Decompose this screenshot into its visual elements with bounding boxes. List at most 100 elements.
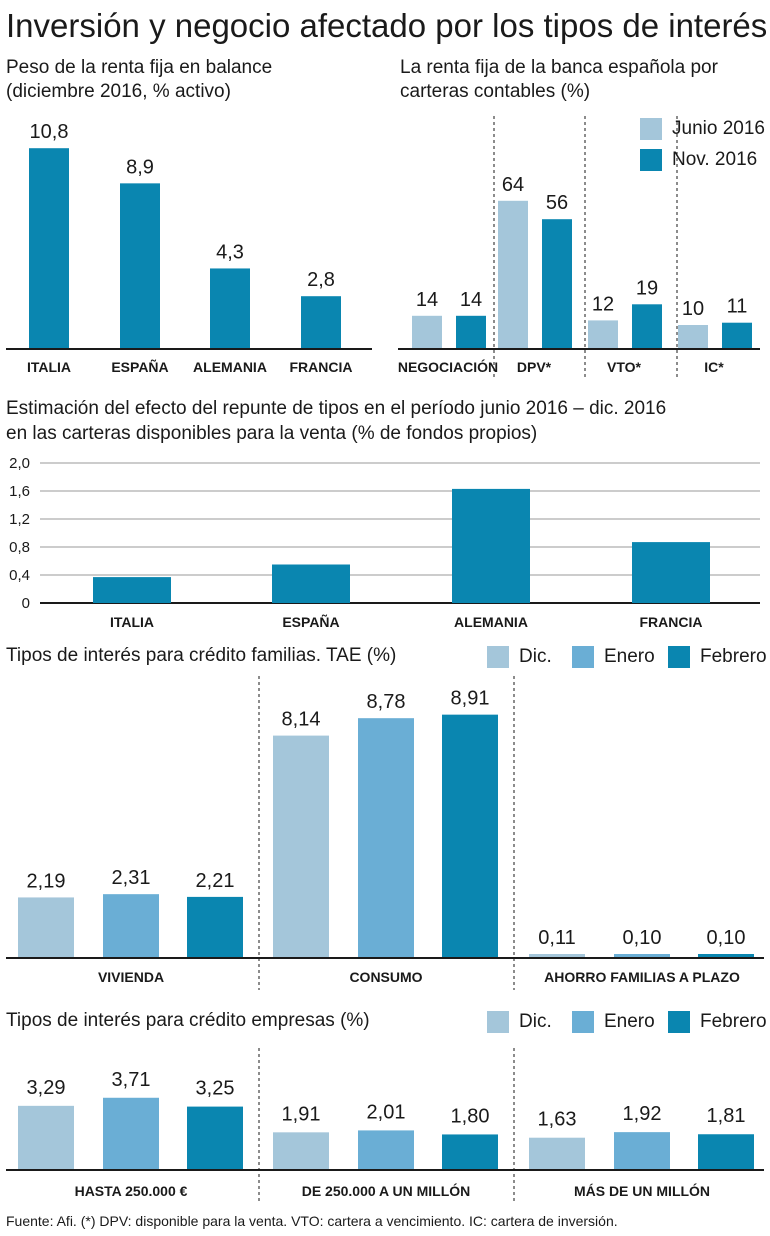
legend-label: Enero bbox=[604, 646, 655, 667]
x-tick-label: ESPAÑA bbox=[111, 358, 168, 375]
x-tick-label: ITALIA bbox=[110, 614, 154, 630]
data-label: 3,29 bbox=[27, 1077, 66, 1099]
data-label: 11 bbox=[727, 296, 748, 318]
legend-swatch-medium bbox=[572, 646, 594, 668]
panel1-title-line1: Peso de la renta fija en balance bbox=[6, 57, 273, 78]
bar bbox=[301, 296, 341, 348]
data-label: 2,31 bbox=[112, 867, 151, 889]
main-title: Inversión y negocio afectado por los tip… bbox=[6, 7, 768, 44]
data-label: 3,25 bbox=[196, 1078, 235, 1100]
bar bbox=[498, 200, 528, 348]
data-label: 10 bbox=[682, 298, 704, 320]
data-label: 1,91 bbox=[282, 1103, 321, 1125]
panel1-title-line2: (diciembre 2016, % activo) bbox=[6, 81, 231, 102]
data-label: 1,63 bbox=[538, 1109, 577, 1131]
legend-swatch-light bbox=[640, 118, 662, 140]
x-tick-label: AHORRO FAMILIAS A PLAZO bbox=[544, 969, 740, 985]
y-tick-label: 2,0 bbox=[9, 455, 30, 472]
bar bbox=[358, 1130, 414, 1169]
legend-item-febrero: Febrero bbox=[668, 645, 767, 669]
data-label: 1,92 bbox=[623, 1103, 662, 1125]
legend-label: Febrero bbox=[700, 646, 767, 667]
data-label: 12 bbox=[592, 293, 614, 315]
bar bbox=[210, 268, 250, 348]
panel4-title: Tipos de interés para crédito familias. … bbox=[6, 645, 397, 666]
legend-swatch-light bbox=[487, 646, 509, 668]
legend-item-dic: Dic. bbox=[487, 1010, 552, 1034]
bar bbox=[614, 1132, 670, 1169]
y-tick-label: 0,8 bbox=[9, 539, 30, 556]
legend-swatch-medium bbox=[572, 1011, 594, 1033]
panel3-title-line2: en las carteras disponibles para la vent… bbox=[6, 423, 538, 444]
bar bbox=[29, 148, 69, 348]
bar bbox=[632, 304, 662, 348]
data-label: 2,01 bbox=[367, 1101, 406, 1123]
panel3-title-line1: Estimación del efecto del repunte de tip… bbox=[6, 398, 667, 419]
x-tick-label: ESPAÑA bbox=[282, 613, 339, 630]
legend-swatch-dark bbox=[668, 1011, 690, 1033]
legend-swatch-light bbox=[487, 1011, 509, 1033]
legend-label: Nov. 2016 bbox=[672, 149, 758, 170]
data-label: 8,14 bbox=[282, 709, 321, 731]
bar bbox=[722, 322, 752, 348]
y-tick-label: 1,6 bbox=[9, 483, 30, 500]
legend-item-febrero: Febrero bbox=[668, 1010, 767, 1034]
legend-label: Febrero bbox=[700, 1011, 767, 1032]
bar bbox=[93, 577, 171, 603]
bar bbox=[456, 315, 486, 348]
bar bbox=[698, 954, 754, 957]
legend-label: Dic. bbox=[519, 646, 552, 667]
y-tick-label: 0 bbox=[22, 595, 30, 612]
bar bbox=[614, 954, 670, 957]
bar bbox=[542, 219, 572, 348]
data-label: 14 bbox=[460, 289, 482, 311]
bar bbox=[529, 954, 585, 957]
x-tick-label: NEGOCIACIÓN bbox=[398, 358, 498, 375]
data-label: 10,8 bbox=[30, 121, 69, 143]
panel5-title: Tipos de interés para crédito empresas (… bbox=[6, 1010, 370, 1031]
bar bbox=[529, 1137, 585, 1169]
data-label: 8,91 bbox=[451, 688, 490, 710]
x-tick-label: CONSUMO bbox=[349, 969, 422, 985]
x-tick-label: HASTA 250.000 € bbox=[75, 1183, 188, 1199]
x-tick-label: FRANCIA bbox=[290, 359, 353, 375]
legend-swatch-dark bbox=[668, 646, 690, 668]
legend-item-enero: Enero bbox=[572, 1010, 655, 1034]
bar bbox=[452, 488, 530, 603]
bar bbox=[678, 325, 708, 348]
data-label: 14 bbox=[416, 289, 438, 311]
bar bbox=[632, 542, 710, 603]
data-label: 1,81 bbox=[707, 1105, 746, 1127]
legend-label: Enero bbox=[604, 1011, 655, 1032]
data-label: 8,9 bbox=[126, 156, 154, 178]
x-tick-label: IC* bbox=[704, 359, 724, 375]
x-tick-label: ALEMANIA bbox=[454, 614, 528, 630]
x-tick-label: VTO* bbox=[607, 359, 642, 375]
data-label: 1,80 bbox=[451, 1105, 490, 1127]
data-label: 0,11 bbox=[538, 927, 575, 949]
panel2-title-line2: carteras contables (%) bbox=[400, 81, 591, 102]
data-label: 64 bbox=[502, 174, 524, 196]
legend-item-dic: Dic. bbox=[487, 645, 552, 669]
x-tick-label: FRANCIA bbox=[640, 614, 703, 630]
bar bbox=[273, 1132, 329, 1169]
data-label: 56 bbox=[546, 192, 568, 214]
bar bbox=[272, 564, 350, 603]
bar bbox=[120, 183, 160, 348]
legend-label: Junio 2016 bbox=[672, 118, 765, 139]
bar bbox=[358, 718, 414, 957]
bar bbox=[187, 896, 243, 957]
data-label: 2,21 bbox=[196, 870, 235, 892]
bar bbox=[273, 735, 329, 957]
bar bbox=[187, 1106, 243, 1169]
legend-item-junio-2016: Junio 2016 bbox=[640, 117, 765, 141]
legend-item-enero: Enero bbox=[572, 645, 655, 669]
data-label: 2,19 bbox=[27, 870, 66, 892]
x-tick-label: ITALIA bbox=[27, 359, 71, 375]
bar bbox=[588, 320, 618, 348]
bar bbox=[442, 1134, 498, 1169]
data-label: 0,10 bbox=[707, 927, 746, 949]
legend-label: Dic. bbox=[519, 1011, 552, 1032]
y-tick-label: 0,4 bbox=[9, 567, 30, 584]
source-note: Fuente: Afi. (*) DPV: disponible para la… bbox=[6, 1213, 618, 1229]
